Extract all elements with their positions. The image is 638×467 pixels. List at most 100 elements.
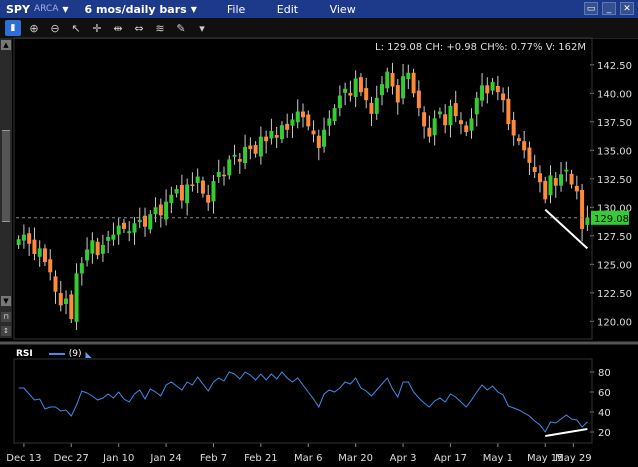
- price-tick-label: 127.50: [597, 232, 632, 243]
- candle-body: [474, 97, 479, 115]
- period-dropdown-icon[interactable]: ▼: [190, 4, 197, 14]
- candle-body: [580, 189, 585, 229]
- time-axis: Dec 13 Dec 27 Jan 10 Jan 24 Feb 7 Feb 21 Mar 6…: [6, 443, 592, 464]
- candle: [474, 91, 479, 127]
- candle-body: [585, 217, 590, 225]
- price-tick-label: 135.00: [597, 146, 632, 157]
- restore-icon[interactable]: ▭: [584, 2, 598, 15]
- period-label[interactable]: 6 mos/daily bars: [84, 2, 187, 16]
- candle: [195, 168, 200, 194]
- crosshair-icon[interactable]: ✛: [92, 21, 102, 35]
- candle: [322, 117, 327, 153]
- rsi-settings-icon[interactable]: ◣: [85, 349, 92, 359]
- rsi-tick-label: 80: [598, 368, 611, 379]
- menu-view[interactable]: View: [329, 2, 356, 16]
- candle: [95, 237, 100, 260]
- scale-icon[interactable]: ↕: [1, 326, 11, 336]
- scroll-up-icon[interactable]: ▲: [1, 40, 11, 50]
- candle: [143, 207, 148, 237]
- pan-icon[interactable]: ⇔: [134, 21, 144, 35]
- price-pane-frame: [13, 37, 593, 340]
- fit-icon[interactable]: ⇹: [113, 21, 123, 35]
- zoom-in-icon[interactable]: ⊕: [29, 21, 39, 35]
- menu-file[interactable]: File: [226, 2, 246, 16]
- candle: [364, 77, 369, 109]
- menu-edit[interactable]: Edit: [276, 2, 299, 16]
- candle: [174, 185, 179, 198]
- candle-body: [464, 125, 469, 133]
- vertical-scrollbar[interactable]: ▲ ▼ ⊓ ↕: [0, 38, 12, 338]
- time-tick-label: Apr 3: [390, 453, 417, 464]
- candle-body: [353, 78, 358, 97]
- exchange-label: ARCA: [33, 4, 59, 14]
- candle: [569, 169, 574, 189]
- candle-body: [332, 108, 337, 122]
- arrow-cursor-icon[interactable]: ↖: [71, 21, 81, 35]
- candle: [337, 85, 342, 117]
- candle-body: [164, 201, 169, 220]
- candle-body: [537, 173, 542, 183]
- candle: [190, 172, 195, 192]
- candle: [311, 120, 316, 143]
- candle-body: [32, 239, 37, 255]
- rsi-name: RSI: [16, 349, 33, 359]
- candle: [511, 111, 516, 146]
- candle: [37, 240, 42, 267]
- minimize-icon[interactable]: _: [602, 2, 616, 15]
- candle: [464, 121, 469, 137]
- candle-body: [116, 225, 121, 235]
- candle: [559, 162, 564, 192]
- bar-style-icon[interactable]: ▮: [5, 20, 21, 36]
- scroll-thumb[interactable]: [2, 130, 10, 222]
- candle-body: [42, 248, 47, 263]
- candle: [243, 134, 248, 170]
- candle-body: [522, 141, 527, 151]
- candle-body: [411, 72, 416, 94]
- candle: [495, 75, 500, 101]
- candle: [501, 87, 506, 113]
- candle-body: [295, 111, 300, 123]
- lock-icon[interactable]: ⊓: [1, 312, 11, 322]
- candle: [227, 155, 232, 180]
- candle: [458, 112, 463, 135]
- candle-body: [216, 171, 221, 177]
- candle-body: [132, 223, 137, 233]
- candle: [574, 175, 579, 200]
- candle: [90, 232, 95, 264]
- more-dropdown-icon[interactable]: ▾: [199, 21, 205, 35]
- candle-body: [306, 114, 311, 127]
- candle-body: [200, 180, 205, 194]
- candle: [379, 76, 384, 106]
- tools-icon[interactable]: ✎: [176, 21, 186, 35]
- candle: [185, 178, 190, 216]
- zoom-out-icon[interactable]: ⊖: [50, 21, 60, 35]
- candle-body: [190, 184, 195, 187]
- candle-body: [311, 130, 316, 135]
- candle: [279, 121, 284, 144]
- price-tick-label: 142.50: [597, 61, 632, 72]
- candle: [374, 85, 379, 120]
- rsi-axis: 80 60 40 20: [590, 368, 611, 439]
- close-icon[interactable]: ✕: [620, 2, 634, 15]
- candle-body: [301, 111, 305, 118]
- candle-body: [232, 154, 237, 157]
- symbol-label[interactable]: SPY: [6, 2, 30, 16]
- candle: [127, 221, 132, 242]
- candle: [564, 161, 569, 182]
- candle: [121, 218, 126, 233]
- candle: [416, 80, 421, 117]
- symbol-dropdown-icon[interactable]: ▼: [62, 4, 69, 14]
- candle: [106, 230, 111, 254]
- price-tick-label: 125.00: [597, 260, 632, 271]
- scroll-down-icon[interactable]: ▼: [1, 296, 11, 306]
- candle-body: [148, 214, 153, 230]
- studies-icon[interactable]: ≋: [155, 21, 165, 35]
- candles: [16, 62, 590, 330]
- candle-body: [369, 102, 374, 114]
- candle-body: [343, 88, 348, 93]
- candle: [111, 222, 116, 246]
- candle-body: [79, 263, 84, 274]
- candle-body: [416, 90, 421, 109]
- candle-body: [290, 119, 295, 126]
